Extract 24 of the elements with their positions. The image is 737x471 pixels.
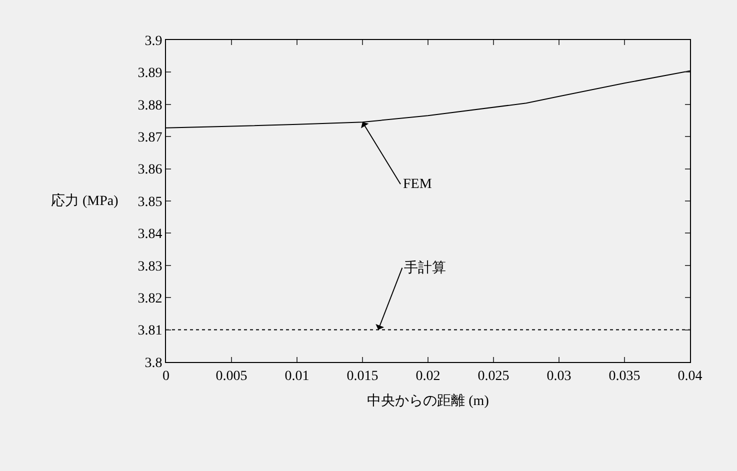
y-tick-label: 3.81 [138,324,162,339]
x-tick-label: 0.02 [416,368,440,384]
x-tick-label: 0.015 [346,368,378,384]
y-tick-label: 3.87 [138,130,162,146]
annotation: 手計算 [404,260,446,276]
y-tick-label: 3.82 [138,292,162,306]
x-axis-title: 中央からの距離 (m) [367,393,490,410]
x-tick-label: 0.03 [546,368,572,384]
y-tick-label: 3.9 [144,34,162,49]
y-tick-label: 3.89 [138,66,162,82]
y-tick-label: 3.86 [138,162,162,178]
x-tick-label: 0.04 [678,368,702,384]
y-tick-label: 3.85 [138,194,162,210]
annotation: FEM [403,177,432,192]
x-tick-label: 0.035 [608,368,640,384]
x-tick-label: 0.01 [284,368,310,384]
x-tick-label: 0 [162,368,170,384]
x-tick-label: 0.025 [478,368,510,384]
y-tick-label: 3.84 [138,227,162,242]
y-tick-label: 3.83 [138,259,162,274]
y-tick-label: 3.8 [144,356,162,371]
y-tick-label: 3.88 [138,98,162,114]
x-tick-label: 0.005 [216,368,248,384]
y-axis-title: 応力 (MPa) [51,193,119,209]
